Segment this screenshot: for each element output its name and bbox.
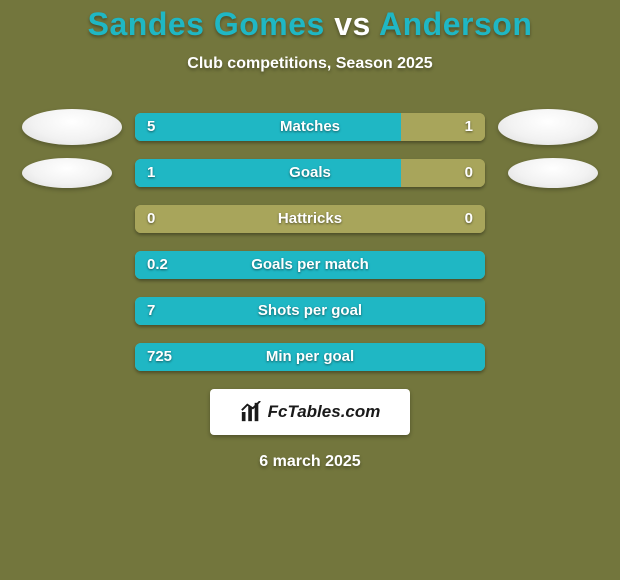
player1-avatar	[22, 158, 112, 188]
stat-rows: Matches51 Goals10 Hattricks00 Goals per mat…	[0, 113, 620, 371]
source-logo: FcTables.com	[210, 389, 410, 435]
comparison-infographic: Sandes Gomes vs Anderson Club competitio…	[0, 0, 620, 580]
stat-row: Hattricks00	[0, 205, 620, 233]
player1-avatar	[22, 109, 122, 145]
title-vs: vs	[334, 6, 371, 42]
stat-bar-player2-segment	[401, 159, 485, 187]
stat-row: Matches51	[0, 113, 620, 141]
player2-avatar	[498, 109, 598, 145]
subtitle: Club competitions, Season 2025	[0, 55, 620, 73]
date-label: 6 march 2025	[0, 453, 620, 471]
bar-chart-icon	[240, 401, 262, 423]
stat-bar: Goals per match0.2	[135, 251, 485, 279]
stat-bar: Shots per goal7	[135, 297, 485, 325]
stat-bar-player2-segment	[401, 113, 485, 141]
stat-row: Min per goal725	[0, 343, 620, 371]
stat-bar-player1-segment	[135, 113, 401, 141]
stat-bar-player1-segment	[135, 343, 485, 371]
stat-bar-player1-segment	[135, 297, 485, 325]
stat-bar: Matches51	[135, 113, 485, 141]
title-player2: Anderson	[379, 6, 532, 42]
stat-bar-player2-segment	[135, 205, 485, 233]
page-title: Sandes Gomes vs Anderson	[0, 6, 620, 43]
stat-bar: Goals10	[135, 159, 485, 187]
stat-bar-player1-segment	[135, 159, 401, 187]
source-logo-text: FcTables.com	[268, 402, 381, 422]
stat-row: Goals per match0.2	[0, 251, 620, 279]
stat-bar-player1-segment	[135, 251, 485, 279]
stat-row: Goals10	[0, 159, 620, 187]
stat-row: Shots per goal7	[0, 297, 620, 325]
title-player1: Sandes Gomes	[88, 6, 325, 42]
stat-bar: Min per goal725	[135, 343, 485, 371]
player2-avatar	[508, 158, 598, 188]
stat-bar: Hattricks00	[135, 205, 485, 233]
